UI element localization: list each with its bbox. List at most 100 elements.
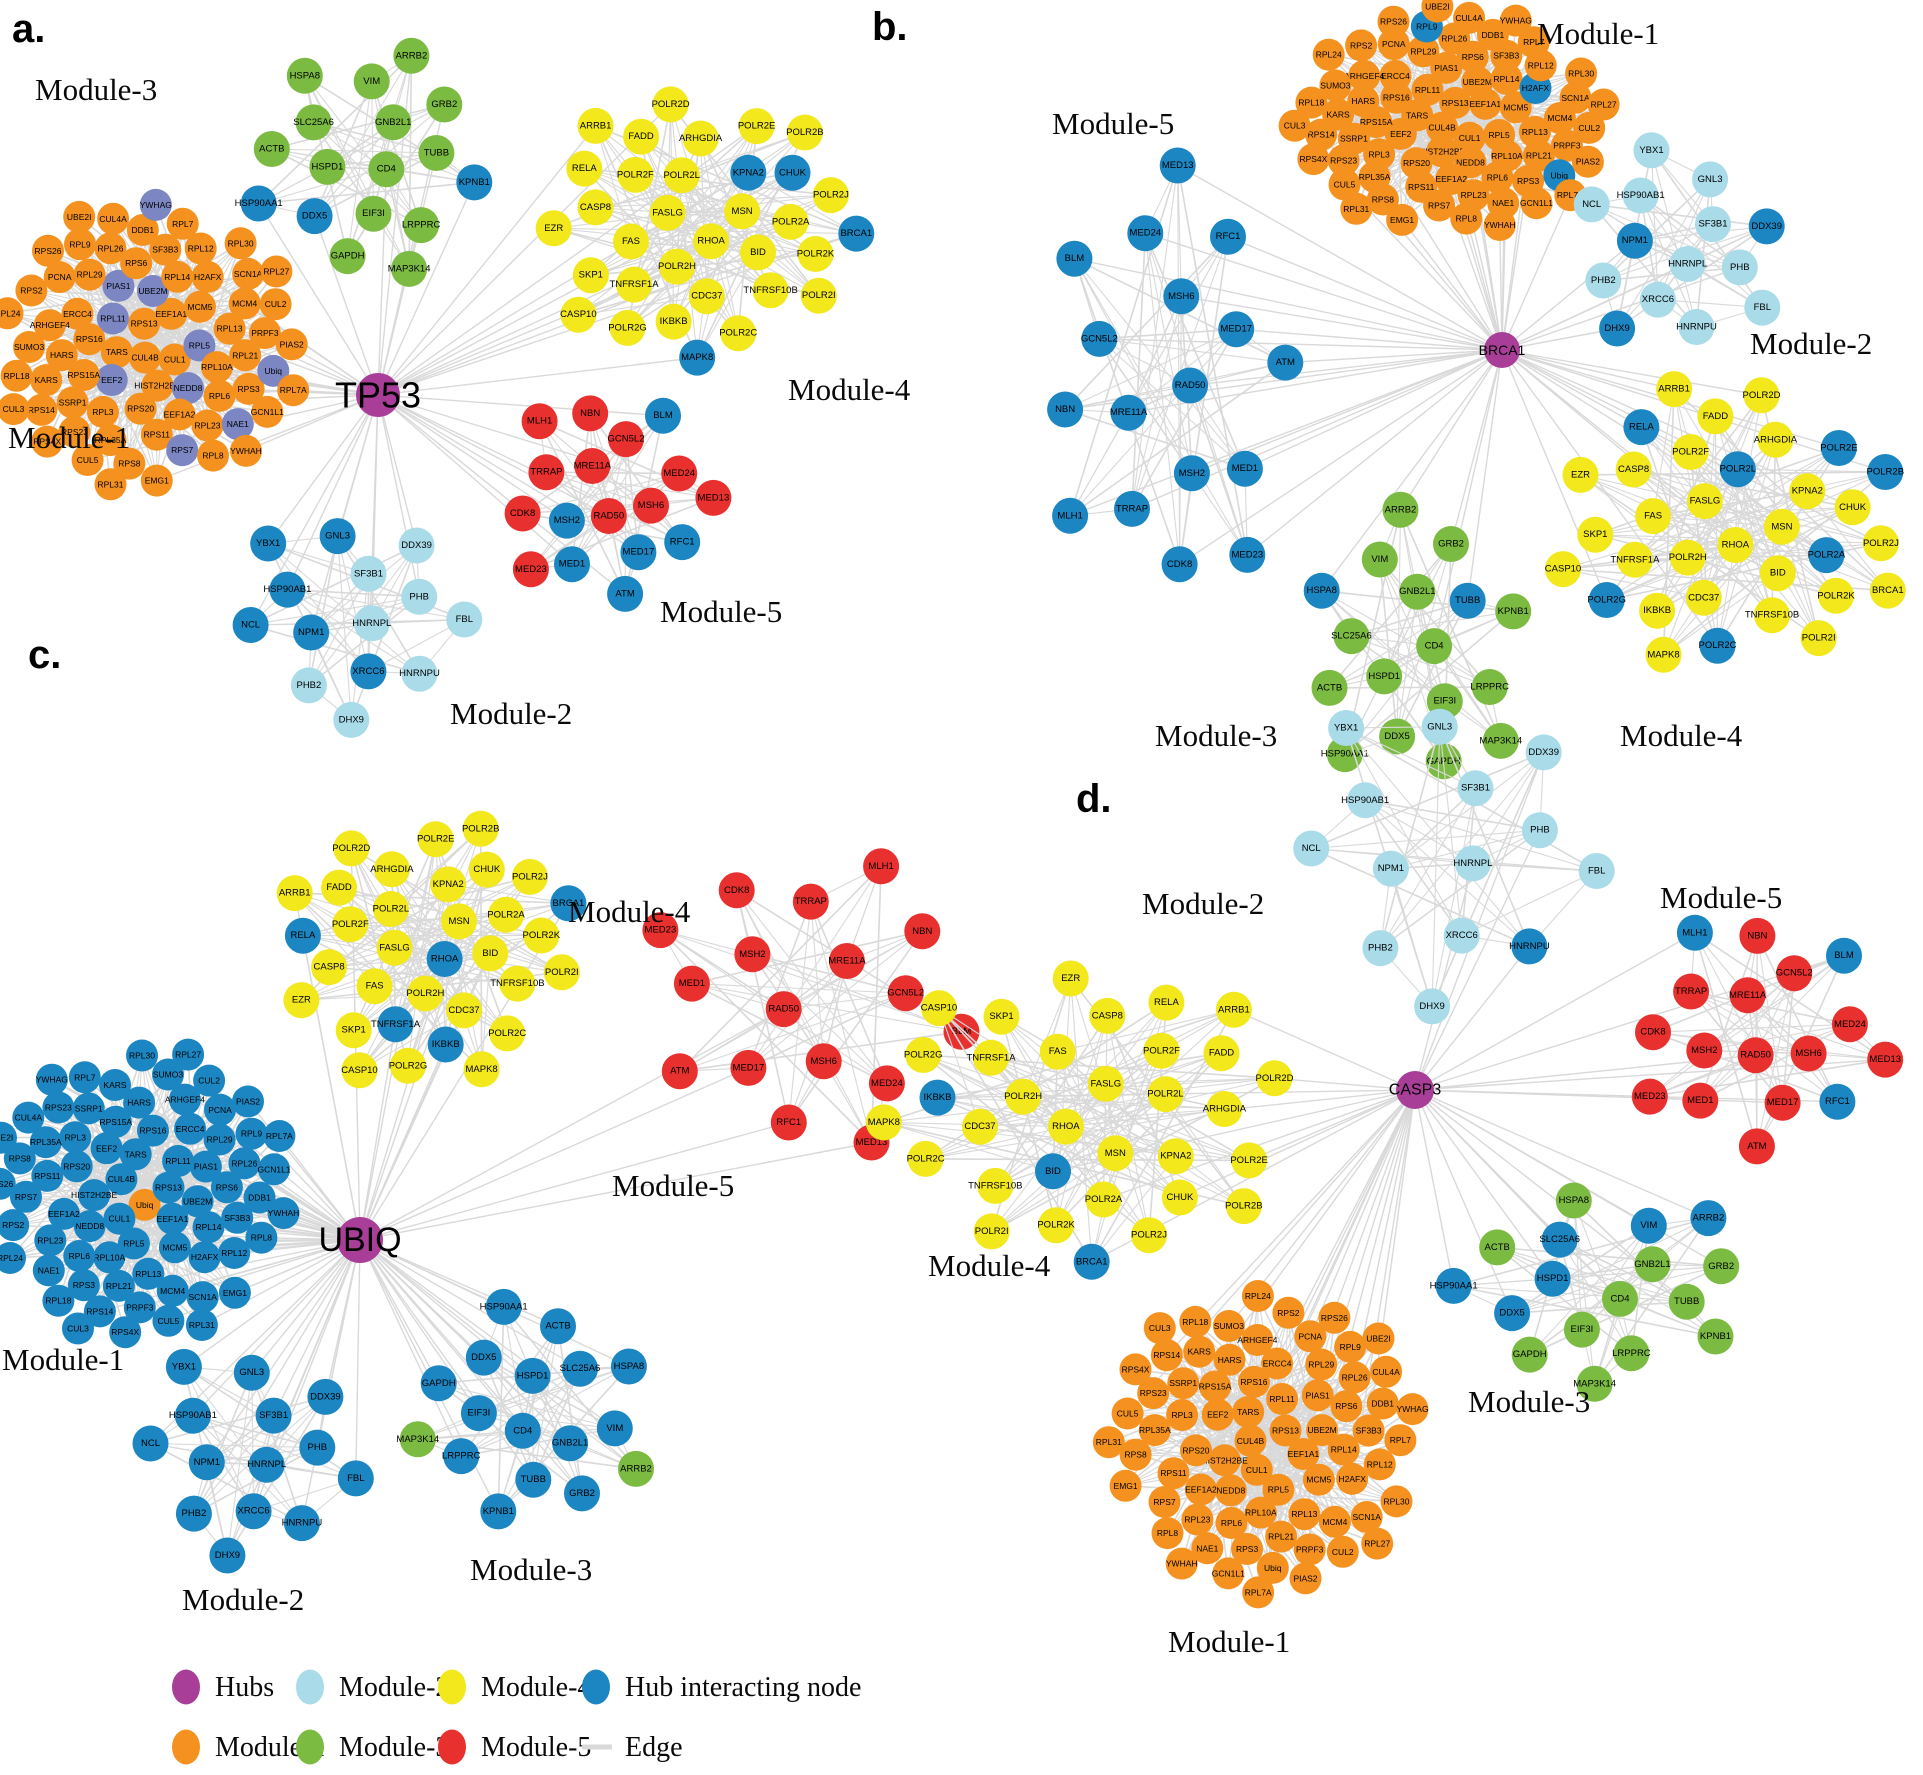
node-MAP3K14[interactable]	[399, 1421, 436, 1458]
node-UBE2I[interactable]	[63, 200, 96, 233]
node-MLH1[interactable]	[521, 403, 558, 440]
node-RPL27[interactable]	[260, 255, 293, 288]
node-RPL18[interactable]	[0, 359, 33, 392]
node-CUL2[interactable]	[1573, 111, 1606, 144]
node-GCN1L1[interactable]	[1212, 1557, 1245, 1590]
node-TNFRSF10B[interactable]	[977, 1167, 1014, 1204]
node-SKP1[interactable]	[983, 998, 1020, 1035]
node-GNL3[interactable]	[1421, 708, 1458, 745]
node-NPM1[interactable]	[293, 614, 330, 651]
node-NEDD8[interactable]	[73, 1210, 106, 1243]
node-UBE2M[interactable]	[1306, 1414, 1339, 1447]
node-DDX5[interactable]	[296, 198, 333, 235]
node-MSH6[interactable]	[633, 487, 669, 524]
node-RPS16[interactable]	[137, 1114, 169, 1147]
node-MRE11A[interactable]	[1110, 394, 1147, 431]
node-RPL23[interactable]	[34, 1224, 67, 1257]
node-RPL30[interactable]	[224, 227, 257, 260]
node-CHUK[interactable]	[1161, 1179, 1198, 1216]
node-Ubiq[interactable]	[128, 1188, 161, 1221]
node-MED23[interactable]	[1631, 1078, 1668, 1115]
node-POLR2B[interactable]	[1867, 454, 1904, 490]
node-POLR2D[interactable]	[652, 86, 689, 123]
node-RPL11[interactable]	[162, 1145, 195, 1177]
node-RPS14[interactable]	[25, 393, 58, 426]
node-RPL30[interactable]	[1380, 1485, 1413, 1518]
node-ARHGEF4[interactable]	[1348, 59, 1381, 92]
node-SUMO3[interactable]	[1319, 69, 1352, 102]
node-RPS3[interactable]	[67, 1269, 100, 1302]
node-HARS[interactable]	[45, 339, 78, 372]
node-RPS7[interactable]	[166, 434, 199, 467]
node-BID[interactable]	[472, 935, 509, 972]
node-RPL7[interactable]	[166, 207, 199, 240]
node-PIAS2[interactable]	[232, 1085, 264, 1118]
node-CUL3[interactable]	[1278, 109, 1311, 142]
node-EEF1A1[interactable]	[156, 1202, 189, 1235]
node-POLR2L[interactable]	[1719, 451, 1756, 488]
node-RAD50[interactable]	[590, 498, 627, 534]
node-RPL5[interactable]	[117, 1227, 150, 1260]
node-DHX9[interactable]	[333, 701, 370, 738]
node-DDB1[interactable]	[126, 214, 159, 246]
node-TARS[interactable]	[1232, 1396, 1265, 1428]
node-NAE1[interactable]	[221, 408, 254, 441]
node-SF3B3[interactable]	[221, 1201, 254, 1234]
node-GNL3[interactable]	[319, 518, 356, 555]
node-RPL14[interactable]	[1327, 1433, 1360, 1466]
hub-node-CASP3[interactable]	[1396, 1071, 1434, 1109]
node-DDX39[interactable]	[1748, 208, 1785, 245]
node-POLR2K[interactable]	[523, 917, 560, 954]
node-RFC1[interactable]	[1819, 1083, 1856, 1120]
node-MED23[interactable]	[512, 551, 549, 588]
node-MCM4[interactable]	[156, 1274, 189, 1307]
node-RPL35A[interactable]	[29, 1126, 62, 1159]
node-PIAS1[interactable]	[1430, 51, 1463, 84]
node-PHB2[interactable]	[1585, 262, 1622, 299]
node-FAS[interactable]	[613, 223, 649, 260]
node-RPL18[interactable]	[42, 1284, 75, 1317]
node-RPS2[interactable]	[1345, 29, 1378, 62]
node-RPL8[interactable]	[1450, 202, 1483, 235]
node-POLR2F[interactable]	[332, 906, 369, 943]
node-PHB[interactable]	[1521, 812, 1558, 849]
node-TRRAP[interactable]	[792, 883, 829, 920]
node-FADD[interactable]	[1203, 1035, 1240, 1072]
node-CUL5[interactable]	[1111, 1397, 1144, 1430]
node-HNRNPU[interactable]	[1678, 309, 1715, 345]
node-CUL5[interactable]	[1328, 168, 1361, 201]
node-EMG1[interactable]	[140, 464, 173, 497]
node-MSH2[interactable]	[1686, 1032, 1723, 1069]
node-CUL5[interactable]	[71, 444, 104, 476]
node-RPL18[interactable]	[1179, 1305, 1212, 1338]
node-ARRB1[interactable]	[1215, 991, 1252, 1028]
node-VIM[interactable]	[596, 1410, 633, 1447]
node-MSN[interactable]	[724, 193, 761, 230]
node-RPS26[interactable]	[0, 1167, 16, 1200]
node-ACTB[interactable]	[1311, 669, 1348, 706]
node-CD4[interactable]	[1602, 1280, 1638, 1317]
node-POLR2F[interactable]	[1672, 434, 1709, 470]
node-HIST2H2BE[interactable]	[1208, 1444, 1241, 1477]
node-RPL30[interactable]	[126, 1039, 158, 1072]
node-YWHAH[interactable]	[230, 434, 262, 467]
node-SSRP1[interactable]	[72, 1092, 105, 1125]
node-RPL13[interactable]	[213, 312, 246, 345]
node-HSPD1[interactable]	[514, 1357, 551, 1394]
node-YWHAG[interactable]	[1499, 4, 1532, 37]
node-CUL4B[interactable]	[1234, 1424, 1267, 1457]
node-PHB2[interactable]	[175, 1495, 212, 1532]
node-IKBKB[interactable]	[427, 1026, 464, 1063]
node-PHB[interactable]	[299, 1429, 336, 1466]
node-HSP90AA1[interactable]	[485, 1288, 522, 1325]
node-MCM5[interactable]	[184, 290, 216, 323]
node-MSH2[interactable]	[734, 936, 771, 973]
node-RPS7[interactable]	[10, 1180, 42, 1213]
node-MED1[interactable]	[554, 546, 590, 583]
node-MLH1[interactable]	[863, 848, 900, 885]
node-SUMO3[interactable]	[13, 331, 46, 363]
node-BRCA1[interactable]	[1869, 572, 1906, 609]
node-MED13[interactable]	[1159, 147, 1196, 184]
node-ATM[interactable]	[607, 575, 644, 612]
node-POLR2B[interactable]	[462, 810, 499, 847]
